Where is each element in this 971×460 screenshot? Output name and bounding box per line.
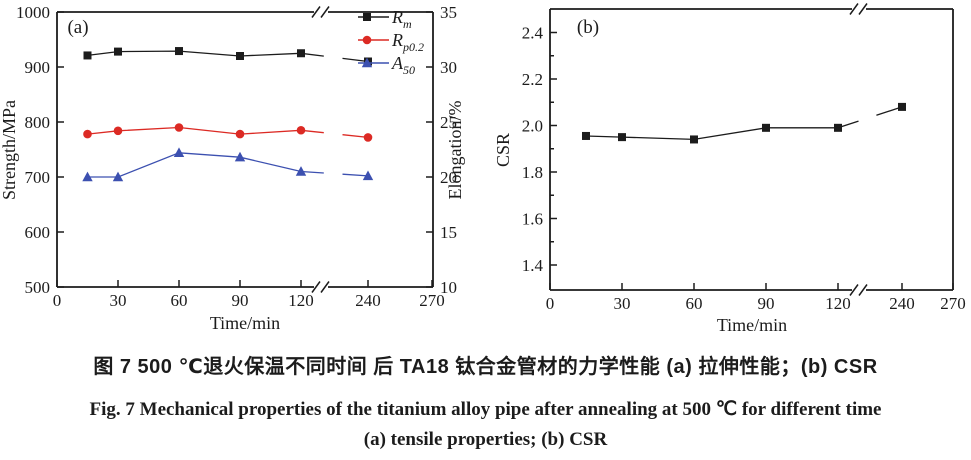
svg-text:1.4: 1.4 (522, 256, 544, 275)
svg-text:30: 30 (614, 294, 631, 313)
chart-panel-b-csr: 0 30 60 90 120 240 270 1.4 1.6 1.8 2.0 2.2 2.4 Time/m… (493, 3, 966, 335)
svg-text:1.8: 1.8 (522, 163, 543, 182)
svg-text:1000: 1000 (16, 3, 50, 22)
svg-text:240: 240 (889, 294, 915, 313)
svg-text:90: 90 (758, 294, 775, 313)
svg-text:600: 600 (25, 223, 51, 242)
svg-text:800: 800 (25, 113, 51, 132)
svg-text:20: 20 (440, 168, 457, 187)
caption-chinese: 图 7 500 ℃退火保温不同时间 后 TA18 钛合金管材的力学性能 (a) … (93, 356, 878, 378)
svg-text:2.2: 2.2 (522, 70, 543, 89)
svg-text:25: 25 (440, 113, 457, 132)
svg-text:500: 500 (25, 278, 51, 297)
svg-text:700: 700 (25, 168, 51, 187)
svg-text:60: 60 (171, 291, 188, 310)
svg-text:15: 15 (440, 223, 457, 242)
svg-text:10: 10 (440, 278, 457, 297)
svg-text:120: 120 (288, 291, 314, 310)
svg-text:Rm: Rm (391, 7, 412, 31)
svg-text:Rp0.2: Rp0.2 (391, 30, 424, 54)
svg-text:60: 60 (686, 294, 703, 313)
chart-panel-a-tensile-properties: 0 30 60 90 120 240 270 500 600 700 800 900 1000 10 15 2… (0, 3, 465, 333)
svg-text:120: 120 (825, 294, 851, 313)
svg-text:90: 90 (232, 291, 249, 310)
svg-text:CSR: CSR (493, 133, 513, 167)
svg-text:(a): (a) (67, 17, 88, 38)
svg-text:Time/min: Time/min (210, 313, 280, 333)
svg-text:2.0: 2.0 (522, 117, 543, 136)
svg-text:1.6: 1.6 (522, 210, 543, 229)
svg-text:270: 270 (419, 291, 445, 310)
svg-text:30: 30 (110, 291, 127, 310)
svg-text:270: 270 (940, 294, 966, 313)
svg-text:0: 0 (546, 294, 555, 313)
caption-english-line1: Fig. 7 Mechanical properties of the tita… (89, 399, 882, 420)
svg-text:Elongation/%: Elongation/% (445, 101, 465, 200)
svg-text:0: 0 (53, 291, 62, 310)
svg-text:(b): (b) (577, 17, 599, 38)
svg-text:35: 35 (440, 3, 457, 22)
svg-text:900: 900 (25, 58, 51, 77)
caption-english-line2: (a) tensile properties; (b) CSR (363, 429, 608, 450)
svg-text:2.4: 2.4 (522, 24, 544, 43)
svg-text:Time/min: Time/min (717, 315, 787, 335)
svg-text:Strength/MPa: Strength/MPa (0, 100, 19, 200)
svg-text:240: 240 (355, 291, 381, 310)
svg-text:30: 30 (440, 58, 457, 77)
svg-text:A50: A50 (391, 53, 415, 77)
